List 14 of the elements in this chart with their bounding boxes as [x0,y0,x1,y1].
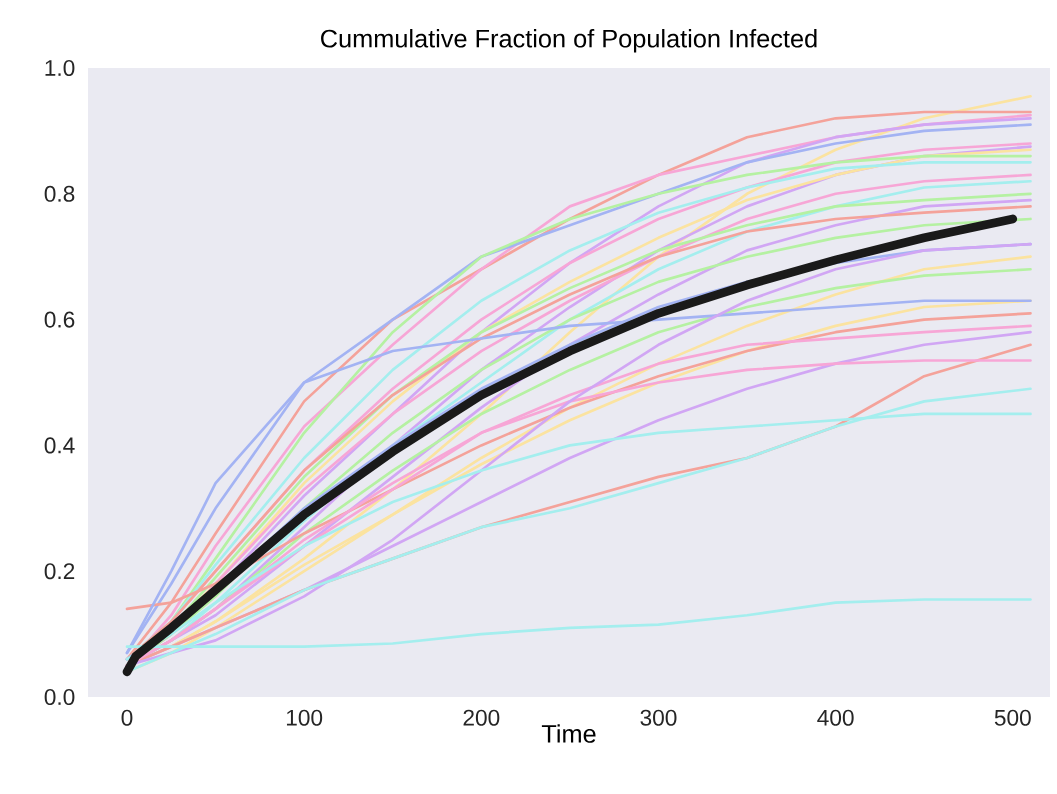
x-tick-label: 300 [640,709,677,726]
y-tick-label: 1.0 [45,59,75,77]
y-tick-label: 0.6 [44,311,75,328]
x-tick-label: 500 [994,709,1031,726]
x-tick-label: 0 [121,709,133,726]
x-tick-label: 400 [817,709,854,726]
y-tick-label: 0.0 [44,688,75,706]
x-axis-title: Time [541,724,596,743]
x-tick-label: 100 [286,709,323,726]
x-tick-label: 200 [463,709,500,726]
y-tick-label: 0.8 [44,185,75,202]
y-tick-label: 0.4 [44,437,75,454]
chart-title: Cummulative Fraction of Population Infected [321,29,817,53]
y-tick-label: 0.2 [44,563,75,580]
